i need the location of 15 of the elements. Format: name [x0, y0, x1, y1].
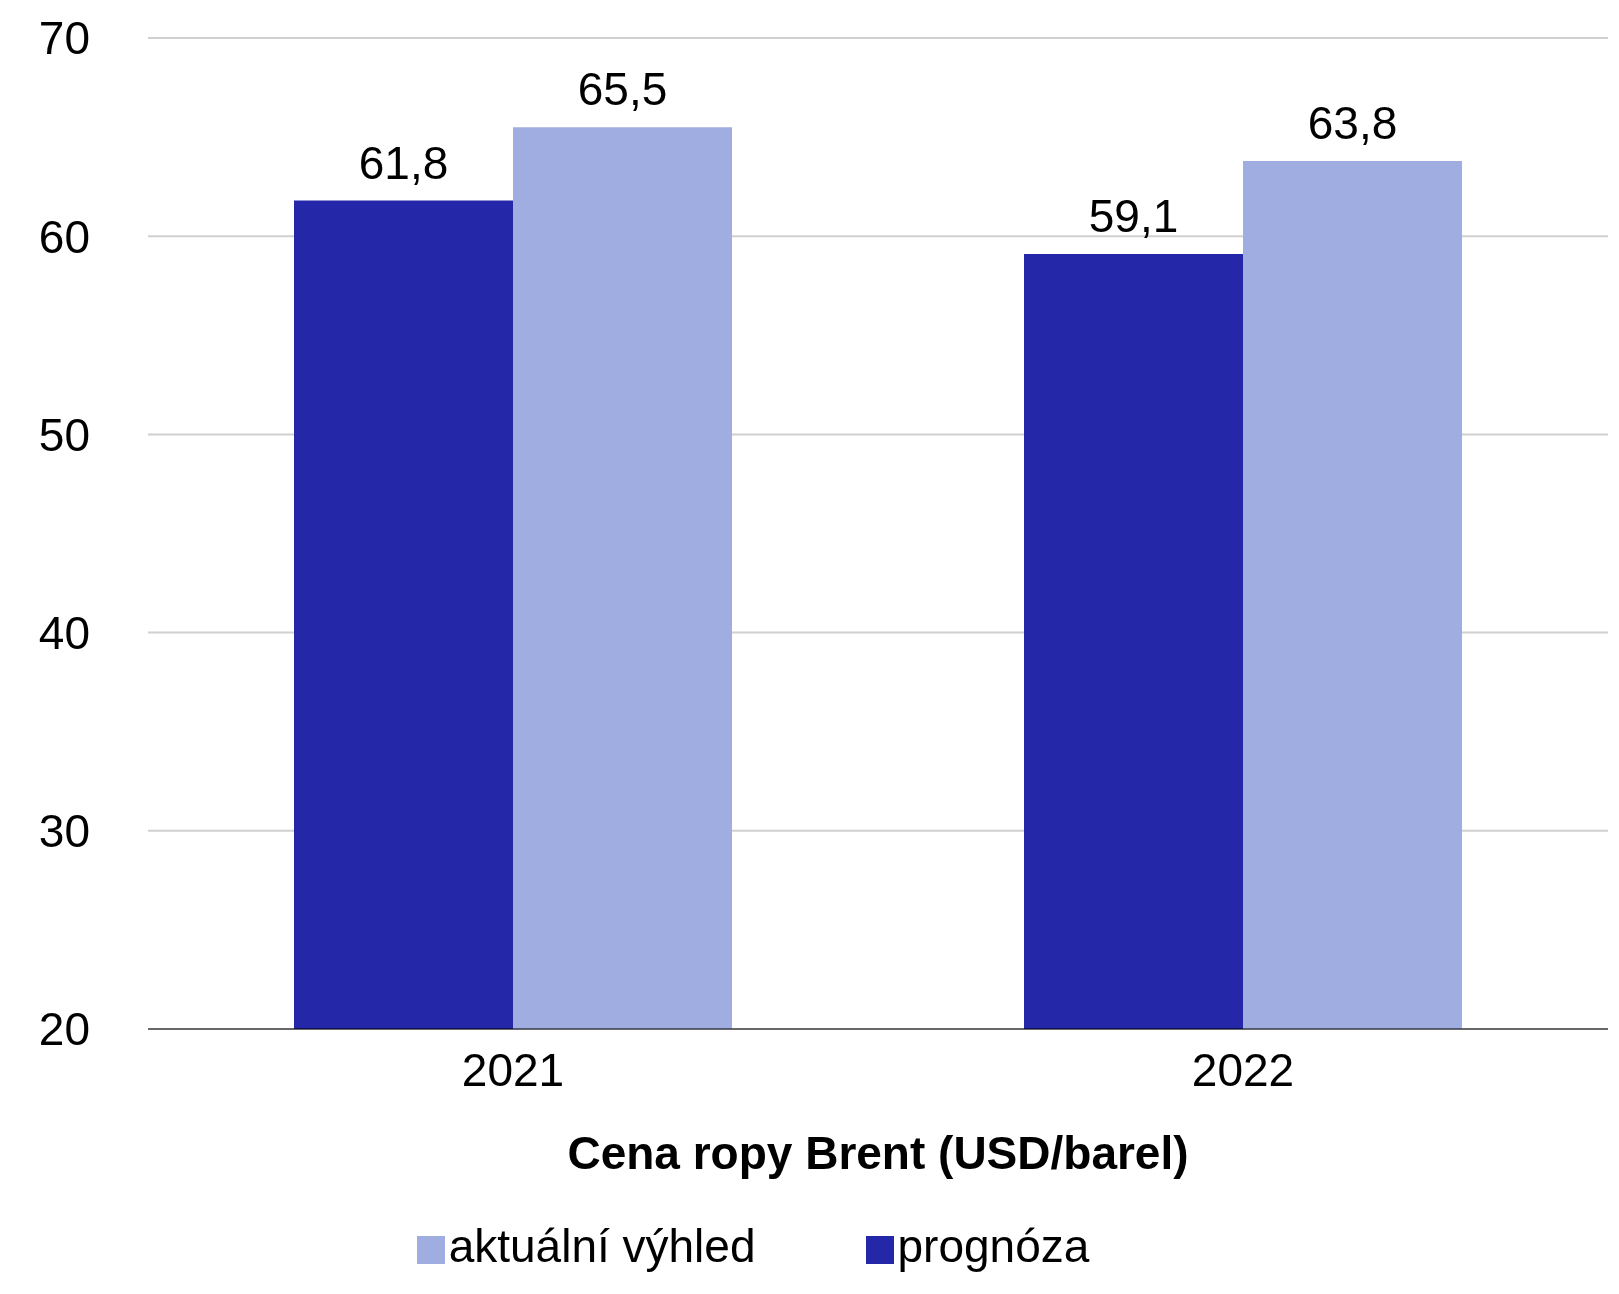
y-tick-label: 70: [38, 12, 90, 65]
x-tick-label: 2021: [461, 1043, 565, 1096]
y-tick-label: 50: [38, 408, 90, 461]
x-tick-label: 2022: [1191, 1043, 1295, 1096]
data-label: 59,1: [1088, 190, 1179, 243]
legend-label: prognóza: [897, 1220, 1090, 1272]
data-label: 63,8: [1307, 96, 1398, 149]
x-axis-title: Cena ropy Brent (USD/barel): [567, 1127, 1189, 1179]
legend-label: aktuální výhled: [448, 1220, 756, 1272]
data-label: 61,8: [358, 136, 449, 189]
y-tick-label: 30: [38, 805, 90, 858]
y-tick-label: 40: [38, 606, 90, 659]
data-label: 65,5: [577, 63, 668, 116]
y-tick-label: 20: [38, 1003, 90, 1056]
y-tick-label: 60: [38, 210, 90, 263]
